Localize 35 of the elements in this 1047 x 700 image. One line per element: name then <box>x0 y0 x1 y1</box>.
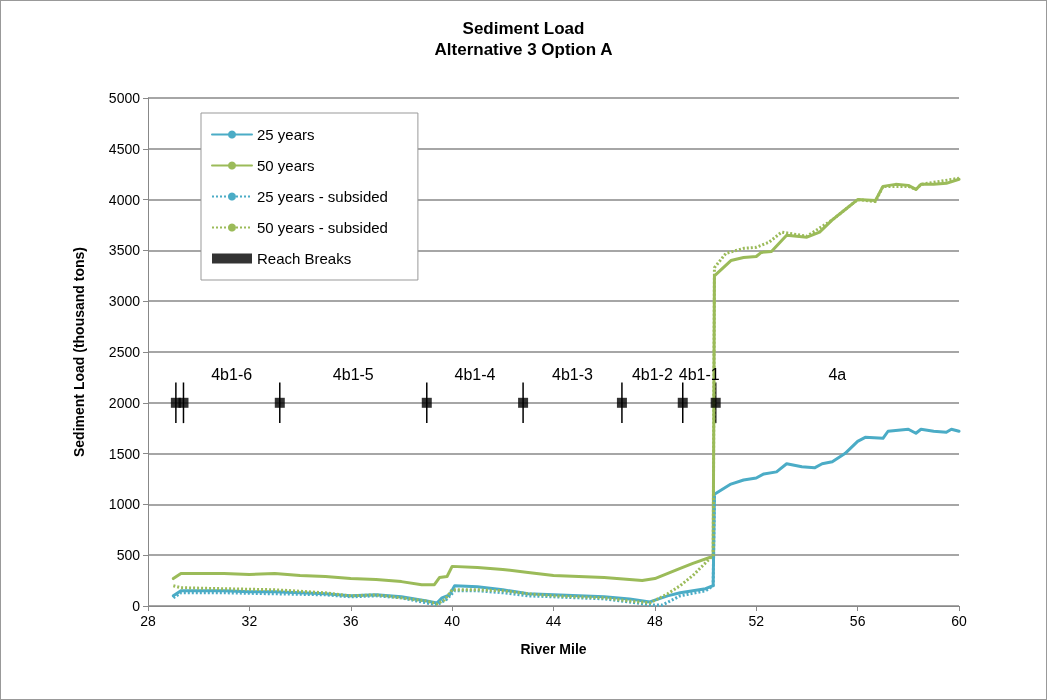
x-tick-label: 36 <box>342 613 359 629</box>
x-tick-label: 40 <box>444 613 461 629</box>
chart-title: Sediment Load <box>462 19 585 38</box>
annotation: 4b1-2 <box>631 365 673 383</box>
annotation: 4b1-4 <box>454 365 496 383</box>
y-tick-label: 1500 <box>108 445 141 462</box>
legend-label: 50 years - subsided <box>257 219 388 236</box>
annotation: 4b1-5 <box>332 365 374 383</box>
x-tick-label: 48 <box>647 613 663 629</box>
x-tick-label: 56 <box>849 613 866 629</box>
legend-label: 25 years <box>257 126 315 143</box>
y-tick-label: 2000 <box>108 394 141 411</box>
annotation: 4b1-3 <box>552 365 594 383</box>
annotation: 4b1-6 <box>211 365 253 383</box>
x-tick-label: 44 <box>545 613 562 629</box>
y-tick-label: 1000 <box>108 496 141 513</box>
x-tick-label: 28 <box>140 613 156 629</box>
y-axis-title: Sediment Load (thousand tons) <box>71 247 87 457</box>
legend-label: 25 years - subsided <box>257 188 388 205</box>
y-tick-label: 500 <box>116 547 141 564</box>
y-tick-label: 4000 <box>108 191 141 208</box>
legend-label: Reach Breaks <box>257 250 352 267</box>
x-tick-label: 60 <box>951 613 967 629</box>
y-tick-label: 2500 <box>108 344 141 360</box>
chart-subtitle: Alternative 3 Option A <box>434 40 613 59</box>
y-tick-label: 3000 <box>108 293 141 310</box>
annotation: 4a <box>828 365 847 383</box>
legend-label: 50 years <box>257 157 315 174</box>
y-tick-label: 3500 <box>108 242 141 259</box>
x-tick-label: 32 <box>241 613 258 629</box>
y-tick-label: 0 <box>132 598 141 614</box>
x-tick-label: 52 <box>748 613 765 629</box>
x-axis-title: River Mile <box>520 641 587 657</box>
y-tick-label: 5000 <box>108 90 141 106</box>
y-tick-label: 4500 <box>108 140 141 157</box>
